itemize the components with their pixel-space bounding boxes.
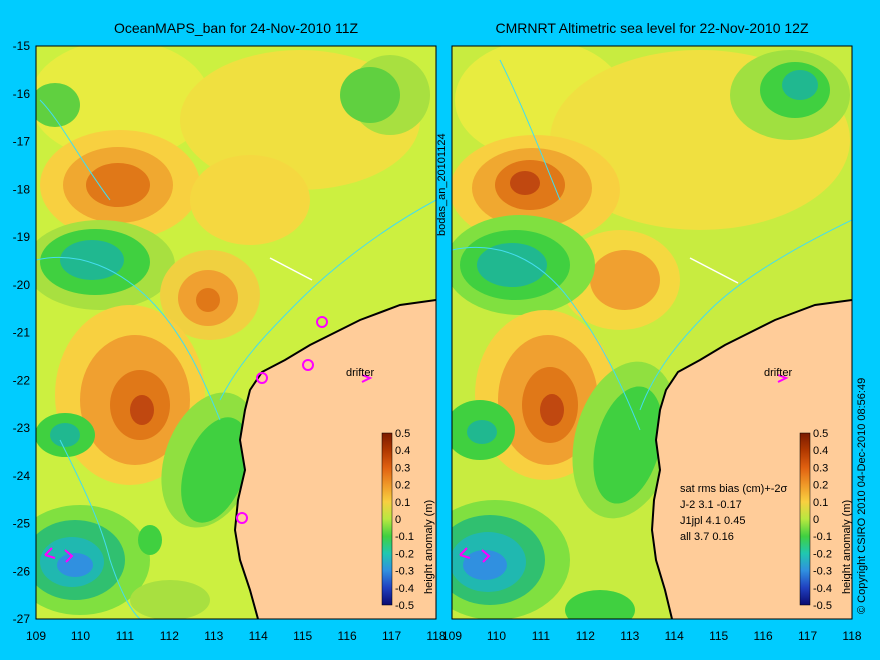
right-x-axis-labels: 109 110 111 112 113 114 115 116 117 118 (442, 629, 862, 643)
colorbar-tick-label: -0.3 (395, 566, 414, 578)
colorbar-tick-label: 0.2 (395, 480, 410, 492)
x-tick-label: 116 (338, 629, 357, 643)
right-stats-box: sat rms bias (cm)+-2σ J-2 3.1 -0.17 J1jp… (680, 483, 788, 543)
colorbar-tick-label: 0.5 (395, 428, 410, 440)
right-map: drifter sat rms bias (cm)+-2σ J-2 3.1 -0… (452, 46, 852, 619)
left-drifter-label: drifter (346, 367, 374, 379)
colorbar-tick-label: -0.4 (813, 583, 832, 595)
colorbar-tick-label: -0.5 (395, 600, 414, 612)
left-colorbar: 0.5 0.4 0.3 0.2 0.1 0 -0.1 -0.2 -0.3 -0.4 -0.5 (381, 428, 414, 612)
left-coastline (233, 299, 436, 619)
x-tick-label: 115 (709, 629, 728, 643)
colorbar-tick-label: 0.4 (395, 445, 410, 457)
y-tick-label: -16 (13, 87, 31, 101)
stats-row-j1jpl: J1jpl 4.1 0.45 (680, 515, 745, 527)
x-tick-label: 112 (576, 629, 595, 643)
left-map-frame (35, 45, 437, 620)
left-colorbar-label: height anomaly (m) (423, 499, 435, 594)
colorbar-tick-label: -0.1 (395, 531, 414, 543)
y-tick-label: -17 (13, 135, 31, 149)
right-anomaly-field (452, 46, 850, 619)
left-map-title: OceanMAPS_ban for 24-Nov-2010 11Z (113, 20, 359, 36)
colorbar-tick-label: 0.4 (813, 445, 828, 457)
colorbar-tick-label: 0.3 (813, 462, 828, 474)
left-bathymetry-contours (36, 99, 436, 619)
x-tick-label: 118 (842, 629, 861, 643)
y-tick-label: -20 (13, 278, 31, 292)
colorbar-tick-label: -0.3 (813, 566, 832, 578)
y-tick-label: -19 (13, 230, 31, 244)
left-y-axis-labels: -15 -16 -17 -18 -19 -20 -21 -22 -23 -24 -25 -26 -27 (13, 39, 31, 626)
right-map-title: CMRNRT Altimetric sea level for 22-Nov-2… (495, 20, 809, 36)
y-tick-label: -26 (13, 564, 31, 578)
y-tick-label: -21 (13, 326, 31, 340)
colorbar-tick-label: 0 (395, 514, 401, 526)
right-map-frame (451, 45, 853, 620)
stats-row-all: all 3.7 0.16 (680, 531, 734, 543)
colorbar-tick-label: 0.1 (395, 497, 410, 509)
x-tick-label: 118 (426, 629, 445, 643)
x-tick-label: 113 (620, 629, 639, 643)
left-track-line (269, 257, 313, 281)
left-map: drifter (36, 46, 436, 619)
x-tick-label: 116 (754, 629, 773, 643)
y-tick-label: -25 (13, 517, 31, 531)
colorbar-tick-label: 0.1 (813, 497, 828, 509)
y-tick-label: -27 (13, 612, 31, 626)
x-tick-label: 114 (665, 629, 684, 643)
colorbar-tick-label: 0.2 (813, 480, 828, 492)
x-tick-label: 110 (487, 629, 506, 643)
right-coastline (650, 299, 852, 619)
x-tick-label: 109 (442, 629, 462, 643)
x-tick-label: 111 (532, 629, 551, 643)
colorbar-tick-label: -0.5 (813, 600, 832, 612)
x-tick-label: 117 (798, 629, 817, 643)
side-label: bodas_an_20101124 (436, 133, 448, 236)
right-colorbar: 0.5 0.4 0.3 0.2 0.1 0 -0.1 -0.2 -0.3 -0.4 -0.5 (799, 428, 832, 612)
x-tick-label: 110 (71, 629, 90, 643)
right-track-line (689, 257, 739, 284)
x-tick-label: 114 (249, 629, 268, 643)
stats-row-j2: J-2 3.1 -0.17 (680, 499, 742, 511)
x-tick-label: 109 (26, 629, 46, 643)
y-tick-label: -22 (13, 373, 31, 387)
x-tick-label: 113 (204, 629, 223, 643)
x-tick-label: 117 (382, 629, 401, 643)
right-drifter-marker (459, 374, 789, 563)
colorbar-tick-label: -0.4 (395, 583, 414, 595)
x-tick-label: 111 (116, 629, 135, 643)
x-tick-label: 112 (160, 629, 179, 643)
colorbar-tick-label: 0 (813, 514, 819, 526)
right-bathymetry-contours (452, 59, 852, 431)
y-tick-label: -18 (13, 182, 31, 196)
colorbar-tick-label: -0.2 (395, 548, 414, 560)
colorbar-tick-label: 0.3 (395, 462, 410, 474)
left-anomaly-field (36, 46, 430, 619)
colorbar-tick-label: -0.1 (813, 531, 832, 543)
copyright-label: © Copyright CSIRO 2010 04-Dec-2010 08:56… (856, 377, 868, 614)
stats-header: sat rms bias (cm)+-2σ (680, 483, 788, 495)
y-tick-label: -24 (13, 469, 31, 483)
left-x-axis-labels: 109 110 111 112 113 114 115 116 117 118 (26, 629, 446, 643)
right-drifter-label: drifter (764, 367, 792, 379)
colorbar-tick-label: -0.2 (813, 548, 832, 560)
x-tick-label: 115 (293, 629, 312, 643)
colorbar-tick-label: 0.5 (813, 428, 828, 440)
right-colorbar-label: height anomaly (m) (841, 499, 853, 594)
y-tick-label: -23 (13, 421, 31, 435)
y-tick-label: -15 (13, 39, 31, 53)
left-drifter-marker (44, 316, 373, 563)
